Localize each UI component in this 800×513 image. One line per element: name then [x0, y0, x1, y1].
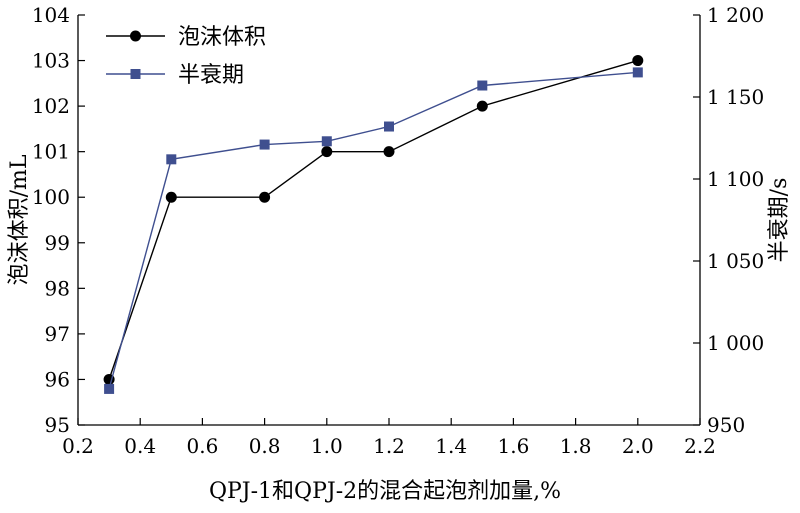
y-left-tick-label: 101 — [32, 140, 70, 164]
series-2-point — [477, 80, 488, 91]
y-right-tick-label: 1 000 — [707, 331, 764, 355]
series-1-point — [632, 55, 644, 67]
x-tick-label: 1.0 — [311, 434, 343, 458]
x-tick-label: 0.4 — [124, 434, 156, 458]
y-left-tick-label: 95 — [45, 413, 70, 437]
series-1-point — [321, 146, 333, 158]
y-right-tick-label: 1 150 — [707, 85, 764, 109]
y-left-tick-label: 98 — [45, 276, 70, 300]
y-left-tick-label: 100 — [32, 185, 70, 209]
y-right-tick-label: 1 100 — [707, 167, 764, 191]
y-right-tick-label: 1 050 — [707, 249, 764, 273]
series-2-point — [321, 136, 332, 147]
y-left-tick-label: 102 — [32, 94, 70, 118]
series-1-point — [165, 191, 177, 203]
x-tick-label: 1.4 — [435, 434, 467, 458]
x-tick-label: 0.6 — [186, 434, 218, 458]
x-tick-label: 1.2 — [373, 434, 405, 458]
series-2-point — [104, 383, 115, 394]
series-2-point — [384, 121, 394, 132]
legend-label-2: 半衰期 — [178, 63, 244, 88]
x-tick-label: 2.2 — [684, 434, 716, 458]
y-left-tick-label: 97 — [45, 322, 70, 346]
series-1-point — [476, 100, 488, 112]
legend-marker-1 — [130, 30, 141, 42]
y-left-axis-title: 泡沫体积/mL — [7, 154, 32, 285]
series-2-point — [259, 139, 270, 150]
y-left-tick-label: 99 — [45, 231, 70, 255]
series-2-point — [166, 154, 177, 165]
y-right-tick-label: 1 200 — [707, 3, 764, 27]
x-tick-label: 1.6 — [497, 434, 529, 458]
x-tick-label: 2.0 — [622, 434, 654, 458]
x-tick-label: 0.2 — [62, 434, 94, 458]
series-line-1 — [108, 59, 638, 380]
y-right-tick-label: 950 — [707, 413, 745, 437]
x-tick-label: 0.8 — [249, 434, 281, 458]
series-2-point — [632, 67, 643, 78]
y-left-tick-label: 96 — [45, 367, 70, 391]
x-axis-title: QPJ-1和QPJ-2的混合起泡剂加量,% — [209, 479, 561, 504]
y-right-axis-title: 半衰期/s — [767, 178, 792, 263]
legend-marker-2 — [130, 69, 141, 79]
series-line-2 — [108, 71, 638, 390]
y-left-tick-label: 104 — [32, 3, 70, 27]
x-tick-label: 1.8 — [560, 434, 592, 458]
legend-label-1: 泡沫体积 — [178, 25, 266, 50]
series-1-point — [383, 146, 395, 158]
y-left-tick-label: 103 — [32, 49, 70, 73]
series-1-point — [259, 191, 271, 203]
